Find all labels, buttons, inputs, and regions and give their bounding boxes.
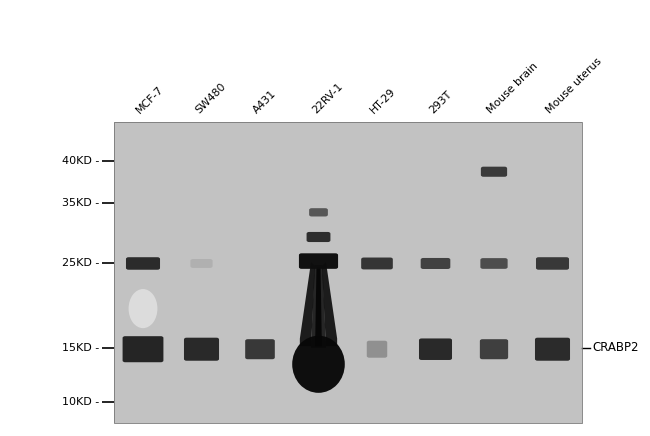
FancyBboxPatch shape xyxy=(536,257,569,270)
Polygon shape xyxy=(315,266,322,346)
Polygon shape xyxy=(311,265,326,348)
Text: SW480: SW480 xyxy=(193,81,227,116)
Text: Mouse uterus: Mouse uterus xyxy=(544,56,603,116)
Text: Mouse brain: Mouse brain xyxy=(486,61,540,116)
Text: HT-29: HT-29 xyxy=(369,86,398,116)
Text: A431: A431 xyxy=(252,89,279,116)
Text: 15KD -: 15KD - xyxy=(62,343,99,353)
FancyBboxPatch shape xyxy=(535,338,570,361)
Text: 293T: 293T xyxy=(427,89,454,116)
Bar xyxy=(114,122,582,423)
Text: MCF-7: MCF-7 xyxy=(135,84,166,116)
FancyBboxPatch shape xyxy=(309,208,328,217)
FancyBboxPatch shape xyxy=(245,339,275,359)
Polygon shape xyxy=(300,262,315,346)
Text: 22RV-1: 22RV-1 xyxy=(310,82,345,116)
Ellipse shape xyxy=(292,336,344,393)
Ellipse shape xyxy=(129,289,157,328)
FancyBboxPatch shape xyxy=(126,257,160,270)
FancyBboxPatch shape xyxy=(299,253,338,269)
FancyBboxPatch shape xyxy=(481,167,507,177)
Bar xyxy=(114,122,582,423)
FancyBboxPatch shape xyxy=(421,258,450,269)
Text: 40KD -: 40KD - xyxy=(62,156,99,166)
FancyBboxPatch shape xyxy=(307,232,330,242)
FancyBboxPatch shape xyxy=(480,258,508,269)
Polygon shape xyxy=(322,262,337,346)
Text: CRABP2: CRABP2 xyxy=(592,341,639,354)
FancyBboxPatch shape xyxy=(190,259,213,268)
FancyBboxPatch shape xyxy=(367,341,387,358)
Text: 25KD -: 25KD - xyxy=(62,259,99,269)
Text: 35KD -: 35KD - xyxy=(62,198,99,208)
FancyBboxPatch shape xyxy=(184,338,219,361)
FancyBboxPatch shape xyxy=(361,258,393,269)
FancyBboxPatch shape xyxy=(419,338,452,360)
FancyBboxPatch shape xyxy=(480,339,508,359)
FancyBboxPatch shape xyxy=(123,336,163,362)
Text: 10KD -: 10KD - xyxy=(62,397,99,407)
